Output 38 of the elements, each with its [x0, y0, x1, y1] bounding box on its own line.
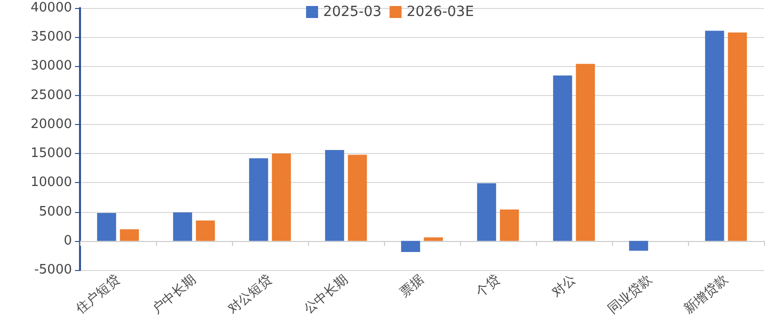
- x-tick-label: 住户短贷: [72, 272, 123, 318]
- bar: [272, 154, 291, 241]
- bar: [553, 76, 572, 241]
- x-tick-label: 户中长期: [149, 272, 199, 318]
- bar: [477, 183, 496, 241]
- y-tick-label: 5000: [38, 204, 72, 220]
- y-tick-label: 35000: [30, 30, 72, 45]
- y-tick-label: 30000: [30, 58, 72, 74]
- y-tick-label: 0: [64, 233, 72, 248]
- bar: [629, 240, 648, 251]
- y-tick-label: -5000: [34, 262, 72, 278]
- bar: [424, 237, 443, 241]
- legend-label: 2025-03: [323, 4, 382, 20]
- x-tick-label: 票据: [397, 272, 427, 300]
- bar: [97, 212, 116, 241]
- x-tick-label: 对公短贷: [225, 272, 275, 318]
- bar: [325, 150, 344, 241]
- x-tick-label: 个贷: [473, 272, 503, 300]
- bar: [401, 240, 420, 252]
- bar: [576, 64, 595, 241]
- legend-label: 2026-03E: [406, 4, 474, 20]
- bar: [348, 154, 367, 241]
- bar: [120, 229, 139, 241]
- y-tick-label: 10000: [30, 175, 72, 190]
- x-tick-label: 公中长期: [301, 272, 351, 318]
- x-tick-label: 同业贷款: [605, 272, 655, 318]
- bar: [173, 212, 192, 241]
- bar: [196, 220, 215, 241]
- bar: [500, 209, 519, 241]
- y-tick-label: 25000: [30, 88, 72, 103]
- x-tick-label: 新增贷款: [681, 272, 731, 318]
- bar: [705, 30, 724, 241]
- y-tick-label: 40000: [30, 0, 72, 16]
- y-tick-label: 20000: [30, 116, 72, 132]
- bar: [249, 158, 268, 241]
- bar: [728, 32, 747, 241]
- x-tick-label: 对公: [549, 272, 579, 300]
- y-tick-label: 15000: [30, 146, 72, 162]
